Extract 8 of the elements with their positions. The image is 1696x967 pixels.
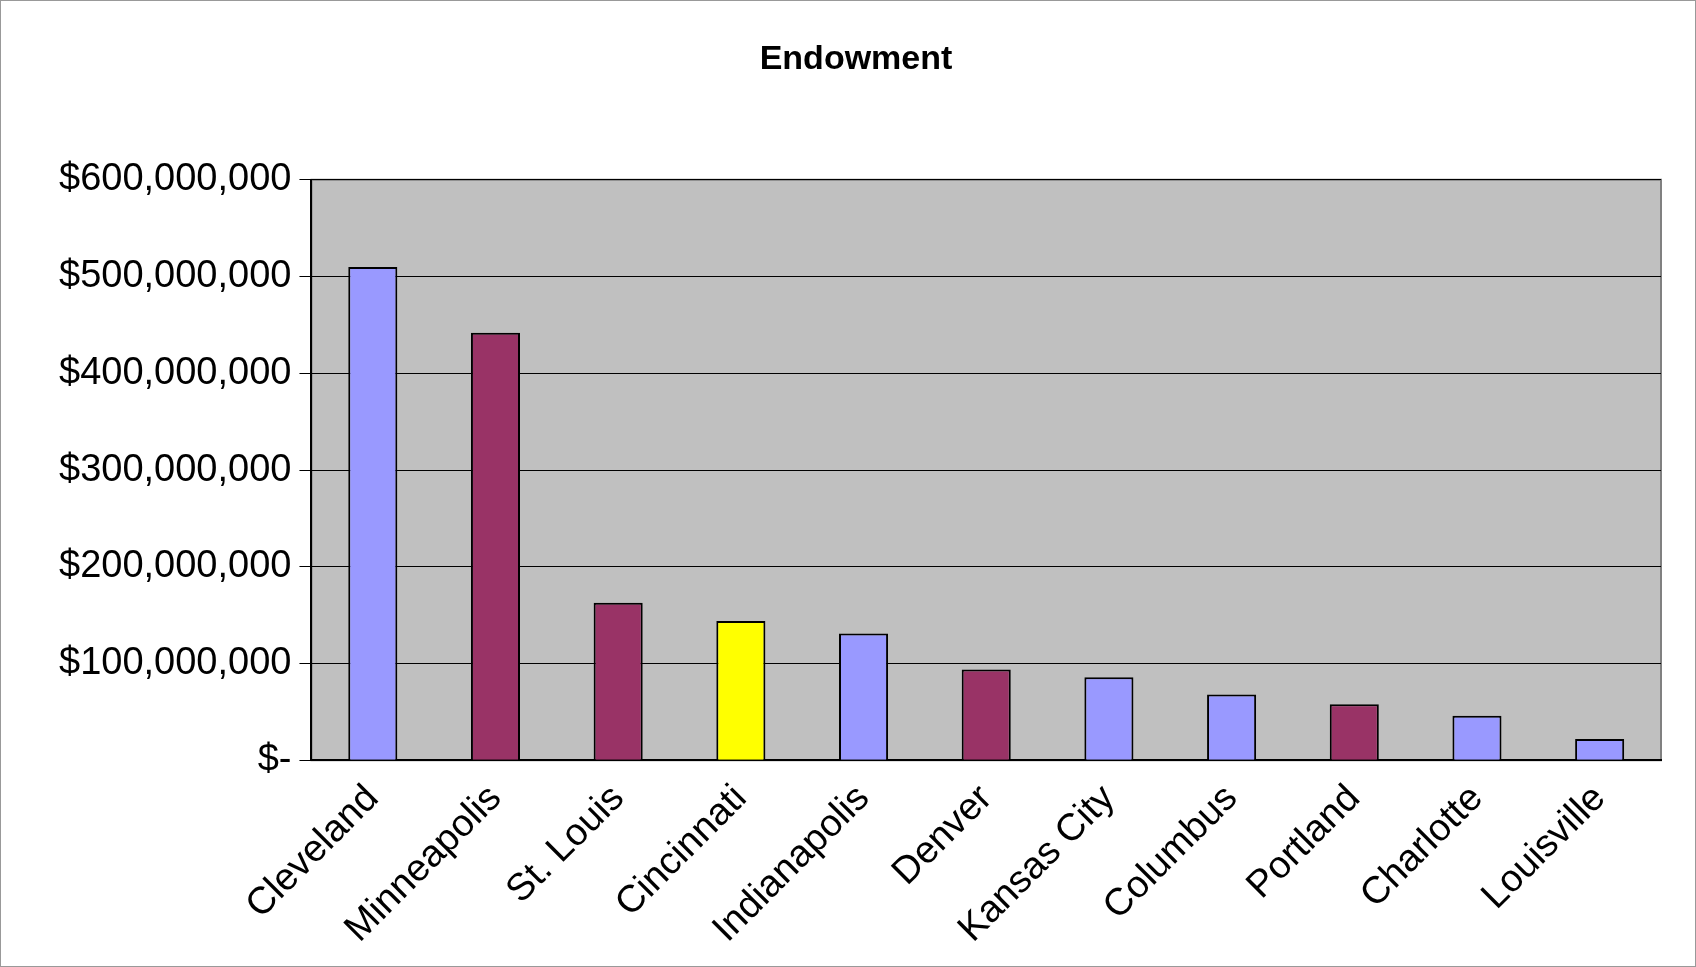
y-tick-label: $100,000,000 [59, 640, 292, 683]
y-tick-label: $300,000,000 [59, 446, 292, 489]
y-tick-label: $200,000,000 [59, 543, 292, 586]
y-tick-label: $- [257, 736, 292, 779]
chart-title: Endowment [759, 37, 953, 76]
y-tick-label: $500,000,000 [59, 253, 292, 296]
y-tick-label: $400,000,000 [59, 349, 292, 392]
y-tick-label: $600,000,000 [59, 156, 292, 199]
